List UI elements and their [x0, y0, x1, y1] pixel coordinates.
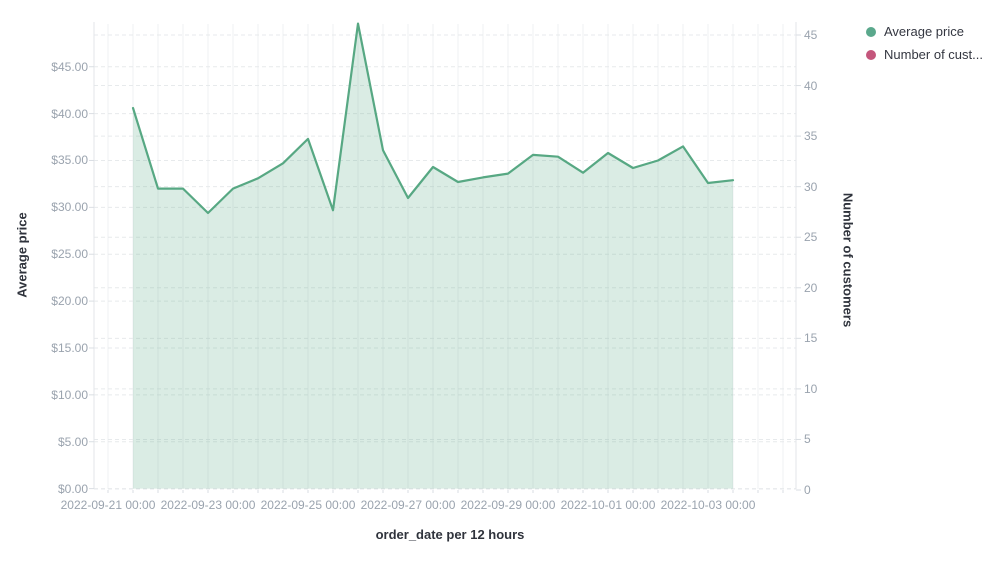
- left-axis-title: Average price: [14, 212, 30, 298]
- x-axis-title: order_date per 12 hours: [375, 527, 525, 542]
- chart-legend: Average price Number of cust...: [866, 24, 983, 63]
- legend-item-label: Average price: [884, 24, 964, 39]
- right-axis-title: Number of customers: [840, 192, 856, 328]
- legend-item-number-of-customers[interactable]: Number of cust...: [866, 47, 983, 63]
- legend-dot-icon: [866, 50, 876, 60]
- legend-dot-icon: [866, 27, 876, 37]
- legend-item-average-price[interactable]: Average price: [866, 24, 983, 40]
- legend-item-label: Number of cust...: [884, 47, 983, 62]
